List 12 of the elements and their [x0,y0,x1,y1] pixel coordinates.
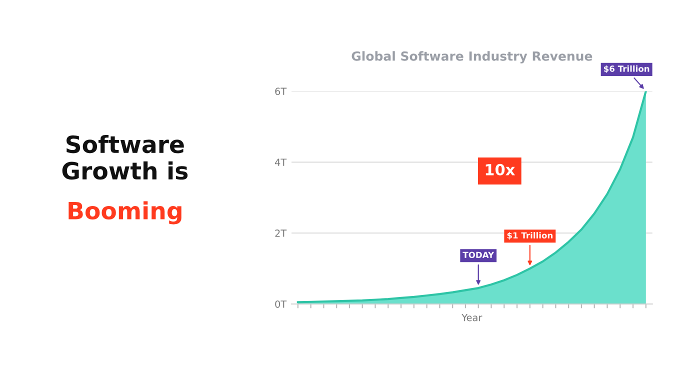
text: Software Growth is [62,134,188,180]
y-tick-label: 0T [275,300,287,308]
text: $6 Trillion [604,65,650,73]
annotation: $1 Trillion [507,232,552,240]
text: Booming [68,201,182,224]
annotation: TODAY [462,252,494,258]
y-tick-label: 6T [275,88,287,96]
chart-title: Global Software Industry Revenue [352,51,592,64]
x-axis-title: Year [462,314,482,322]
y-tick-label: 4T [274,158,287,166]
y-tick-label: 2T [275,230,287,237]
annotation: 10x [486,164,516,176]
